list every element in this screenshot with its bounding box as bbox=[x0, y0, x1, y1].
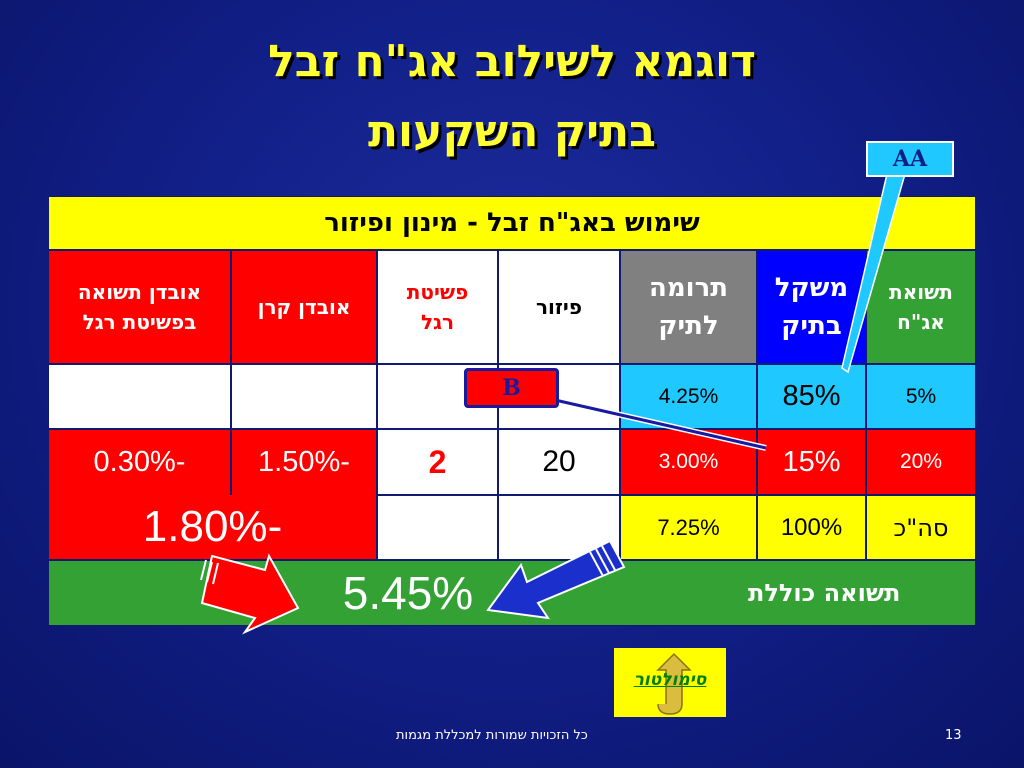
simulator-label: סימולטור bbox=[633, 670, 707, 690]
footer-copyright: כל הזכויות שמורות למכללת מגמות bbox=[396, 728, 588, 743]
row3-loss-total: -1.80% bbox=[48, 495, 377, 560]
row2-default: 2 bbox=[377, 429, 498, 495]
header-bond-return: תשואת אג"ח bbox=[866, 250, 976, 364]
row1-contribution: 4.25% bbox=[620, 364, 757, 429]
table-banner: שימוש באג"ח זבל - מינון ופיזור bbox=[48, 196, 976, 250]
row2-loss-default-return: -0.30% bbox=[48, 429, 231, 495]
row3-total-label: סה"כ bbox=[866, 495, 976, 560]
header-default: פשיטת רגל bbox=[377, 250, 498, 364]
row2-principal-loss: -1.50% bbox=[231, 429, 377, 495]
row2-bond-return: 20% bbox=[866, 429, 976, 495]
total-return-label: תשואה כוללת bbox=[748, 579, 901, 607]
header-portfolio-weight: משקל בתיק bbox=[757, 250, 866, 364]
simulator-button[interactable]: סימולטור bbox=[614, 648, 726, 717]
row3-contribution: 7.25% bbox=[620, 495, 757, 560]
header-portfolio-contribution: תרומה לתיק bbox=[620, 250, 757, 364]
b-callout-label: B bbox=[464, 368, 559, 408]
row3-empty-2 bbox=[498, 495, 620, 560]
row3-empty-1 bbox=[377, 495, 498, 560]
page-number: 13 bbox=[945, 728, 962, 743]
header-diversification: פיזור bbox=[498, 250, 620, 364]
row2-contribution: 3.00% bbox=[620, 429, 757, 495]
row2-weight: 15% bbox=[757, 429, 866, 495]
header-principal-loss: אובדן קרן bbox=[231, 250, 377, 364]
return-arrow-icon bbox=[656, 652, 692, 715]
row1-weight: 85% bbox=[757, 364, 866, 429]
row2-diversification: 20 bbox=[498, 429, 620, 495]
aa-callout-label: AA bbox=[866, 141, 954, 177]
junk-bond-table: שימוש באג"ח זבל - מינון ופיזור אובדן תשו… bbox=[48, 196, 976, 626]
row3-weight: 100% bbox=[757, 495, 866, 560]
row1-empty-2 bbox=[231, 364, 377, 429]
slide-title-line1: דוגמא לשילוב אג"ח זבל bbox=[268, 36, 756, 87]
row1-empty-1 bbox=[48, 364, 231, 429]
header-loss-default-return: אובדן תשואה בפשיטת רגל bbox=[48, 250, 231, 364]
row1-bond-return: 5% bbox=[866, 364, 976, 429]
total-return-value: 5.45% bbox=[342, 567, 474, 619]
slide-title-line2: בתיק השקעות bbox=[367, 106, 657, 157]
